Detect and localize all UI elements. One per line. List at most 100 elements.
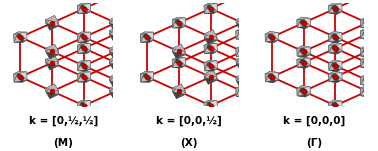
Polygon shape — [141, 43, 154, 54]
Polygon shape — [268, 106, 281, 113]
Polygon shape — [268, 58, 277, 66]
Polygon shape — [299, 18, 312, 28]
Polygon shape — [329, 40, 342, 43]
Polygon shape — [361, 60, 369, 68]
Polygon shape — [361, 28, 366, 39]
Polygon shape — [110, 81, 122, 87]
Polygon shape — [334, 60, 342, 69]
Polygon shape — [45, 44, 54, 52]
Polygon shape — [78, 61, 91, 71]
Polygon shape — [140, 32, 153, 34]
Polygon shape — [177, 62, 186, 70]
Polygon shape — [361, 17, 374, 27]
Polygon shape — [77, 43, 90, 45]
Polygon shape — [109, 60, 122, 70]
Polygon shape — [331, 34, 336, 45]
Polygon shape — [182, 44, 186, 55]
Polygon shape — [113, 22, 122, 30]
Polygon shape — [329, 60, 342, 63]
Polygon shape — [141, 80, 154, 82]
Polygon shape — [361, 115, 374, 126]
Polygon shape — [109, 16, 118, 23]
Polygon shape — [172, 18, 185, 28]
Polygon shape — [172, 58, 185, 68]
Polygon shape — [297, 60, 305, 68]
Polygon shape — [141, 61, 154, 63]
Polygon shape — [113, 80, 122, 87]
Polygon shape — [361, 114, 374, 124]
Polygon shape — [236, 16, 249, 26]
Polygon shape — [236, 73, 249, 83]
Polygon shape — [236, 37, 249, 39]
Polygon shape — [361, 57, 374, 60]
Polygon shape — [50, 51, 59, 59]
Polygon shape — [173, 84, 186, 91]
Polygon shape — [213, 100, 217, 111]
Polygon shape — [329, 43, 342, 53]
Polygon shape — [109, 16, 122, 22]
Polygon shape — [268, 98, 280, 105]
Polygon shape — [331, 74, 344, 84]
Polygon shape — [172, 60, 181, 68]
Polygon shape — [329, 60, 342, 70]
Polygon shape — [329, 100, 342, 103]
Polygon shape — [205, 80, 218, 82]
Polygon shape — [204, 74, 214, 82]
Polygon shape — [265, 80, 279, 83]
Polygon shape — [204, 3, 217, 14]
Polygon shape — [297, 57, 310, 60]
Polygon shape — [141, 34, 150, 42]
Polygon shape — [366, 74, 374, 83]
Polygon shape — [141, 109, 154, 111]
Polygon shape — [77, 61, 90, 63]
Polygon shape — [336, 37, 345, 45]
Polygon shape — [78, 100, 91, 111]
Polygon shape — [337, 33, 342, 43]
Polygon shape — [236, 60, 249, 70]
Polygon shape — [265, 31, 278, 34]
Polygon shape — [268, 45, 272, 56]
Polygon shape — [173, 16, 182, 23]
Polygon shape — [173, 63, 186, 70]
Polygon shape — [340, 70, 345, 80]
Polygon shape — [110, 27, 122, 37]
Polygon shape — [361, 114, 374, 117]
Polygon shape — [78, 43, 91, 53]
Polygon shape — [110, 44, 122, 55]
Polygon shape — [277, 58, 281, 69]
Polygon shape — [361, 31, 369, 40]
Polygon shape — [110, 92, 122, 99]
Polygon shape — [141, 5, 150, 14]
Polygon shape — [173, 60, 177, 70]
Polygon shape — [329, 5, 337, 14]
Text: k = [0,½,½]: k = [0,½,½] — [29, 116, 98, 126]
Polygon shape — [150, 43, 154, 54]
Polygon shape — [300, 44, 313, 55]
Polygon shape — [308, 58, 313, 68]
Polygon shape — [236, 46, 240, 57]
Polygon shape — [46, 92, 59, 99]
Polygon shape — [236, 117, 249, 127]
Polygon shape — [118, 55, 122, 66]
Polygon shape — [268, 49, 281, 56]
Polygon shape — [140, 72, 145, 82]
Polygon shape — [361, 58, 374, 68]
Polygon shape — [86, 3, 91, 14]
Polygon shape — [268, 32, 280, 34]
Polygon shape — [236, 29, 249, 39]
Polygon shape — [50, 91, 59, 99]
Polygon shape — [78, 80, 91, 82]
Polygon shape — [334, 71, 342, 80]
Text: (Γ): (Γ) — [307, 138, 322, 148]
Polygon shape — [205, 32, 218, 42]
Polygon shape — [204, 30, 217, 37]
Polygon shape — [236, 46, 249, 57]
Polygon shape — [181, 18, 186, 28]
Polygon shape — [236, 60, 240, 70]
Polygon shape — [299, 60, 308, 68]
Polygon shape — [141, 80, 154, 82]
Polygon shape — [297, 17, 310, 20]
Polygon shape — [182, 55, 186, 66]
Polygon shape — [204, 69, 217, 71]
Polygon shape — [109, 60, 113, 70]
